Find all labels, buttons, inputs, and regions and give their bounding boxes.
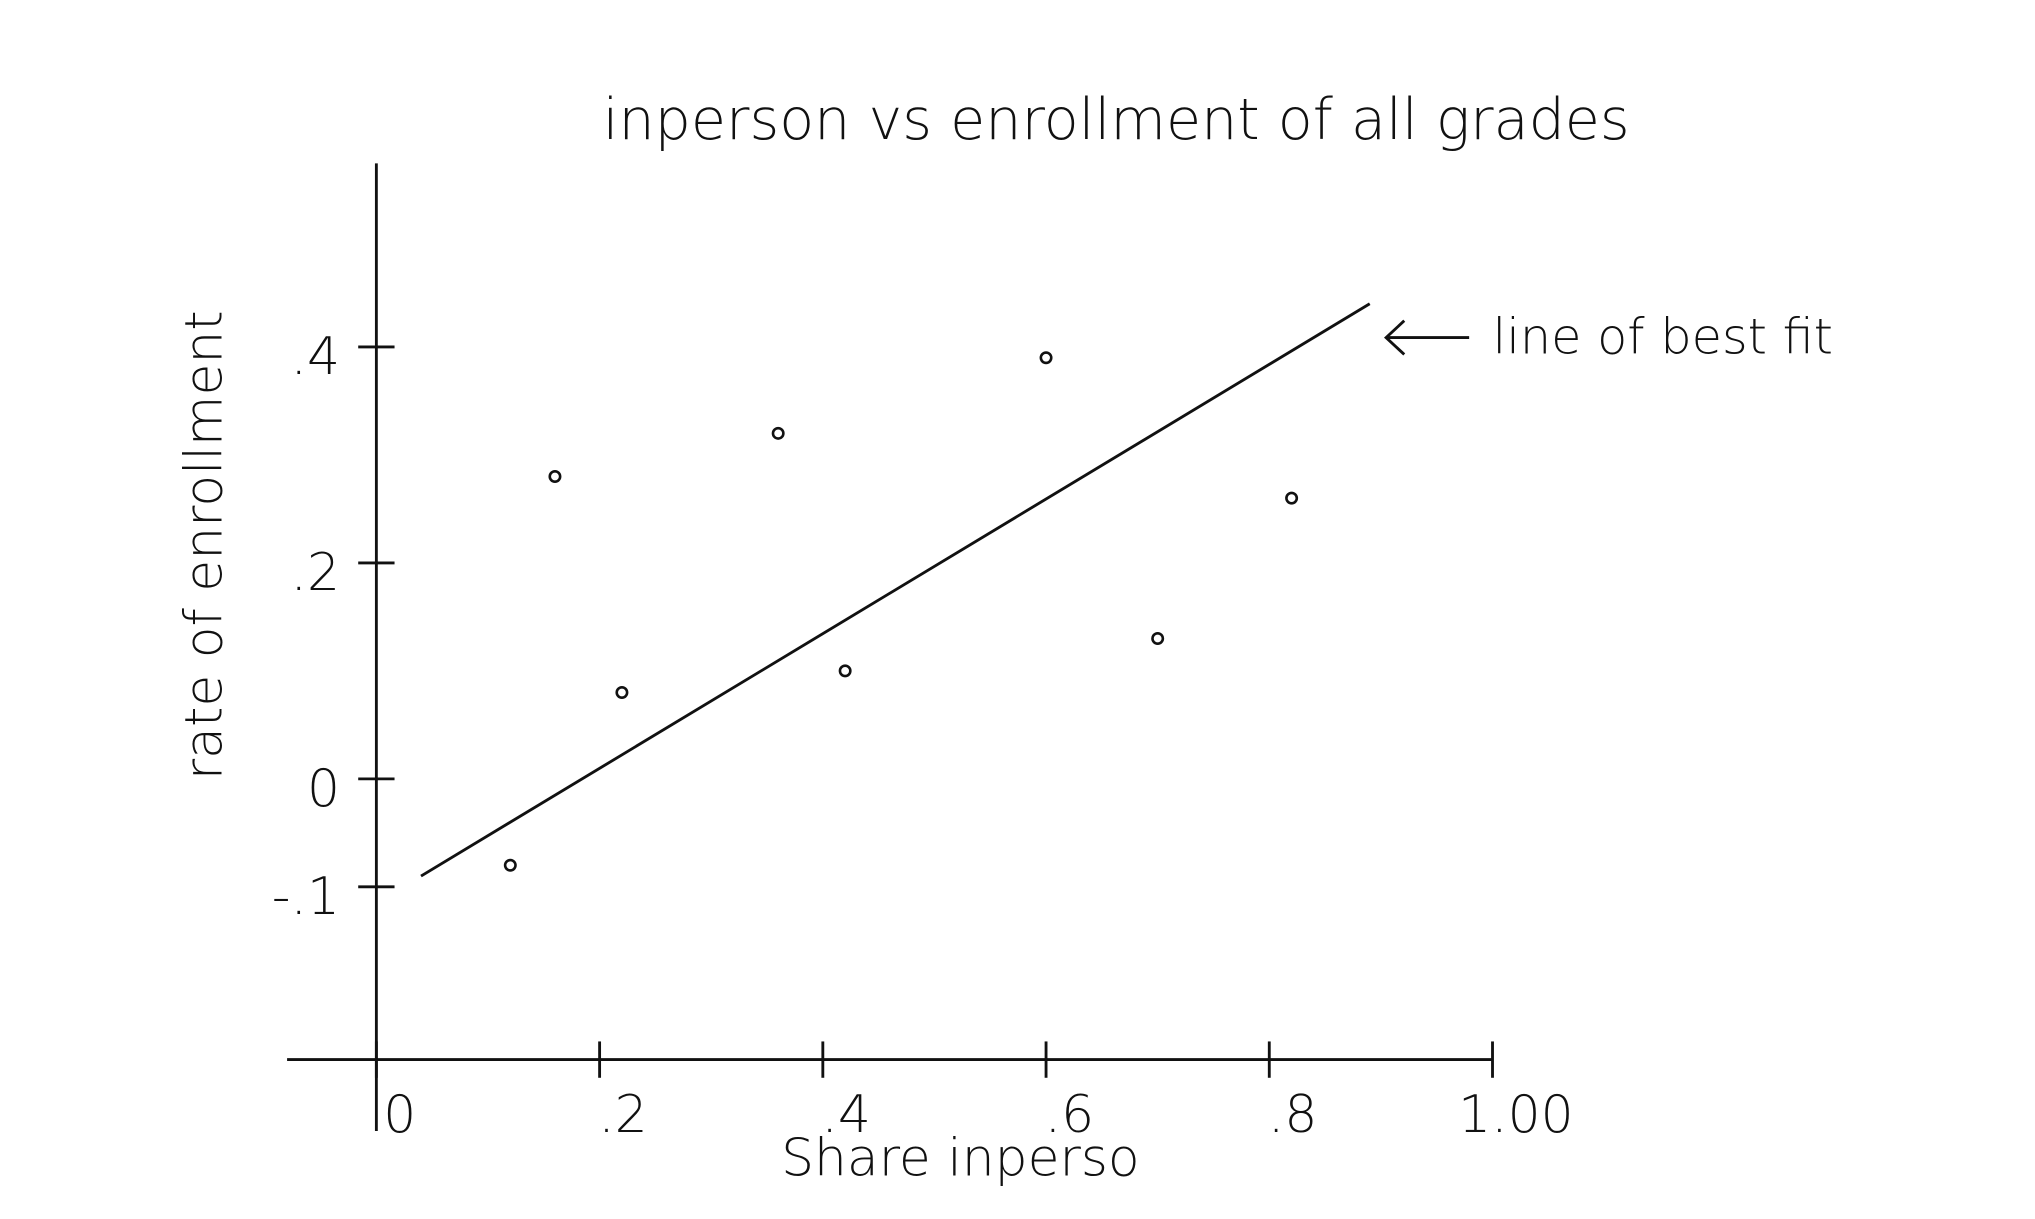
data-point [838,664,852,678]
y-tick-label: -.1 [272,867,340,927]
chart-title: inperson vs enrollment of all grades [603,87,1630,153]
annotation: line of best fit [1493,308,1834,366]
data-point [1285,491,1299,505]
data-point [771,426,785,440]
fit-line [420,302,1371,878]
y-axis-label: rate of enrollment [175,310,235,780]
data-point [1151,632,1165,645]
x-tick-label: 0 [383,1085,416,1145]
x-tick-label: 1.00 [1458,1085,1574,1145]
x-tick-label: .4 [821,1085,871,1145]
y-tick-label: 0 [307,759,340,819]
data-point [1039,351,1053,365]
x-axis-label: Share inperso [781,1129,1140,1189]
x-tick-label: .6 [1045,1085,1095,1145]
x-tick-label: .8 [1268,1085,1318,1145]
data-point [548,470,562,484]
y-tick-label: .2 [291,543,341,603]
data-point [615,685,629,699]
data-point [503,858,517,872]
x-tick-label: .2 [598,1085,648,1145]
y-tick-label: .4 [291,327,341,387]
annotation-arrowhead [1383,319,1406,356]
